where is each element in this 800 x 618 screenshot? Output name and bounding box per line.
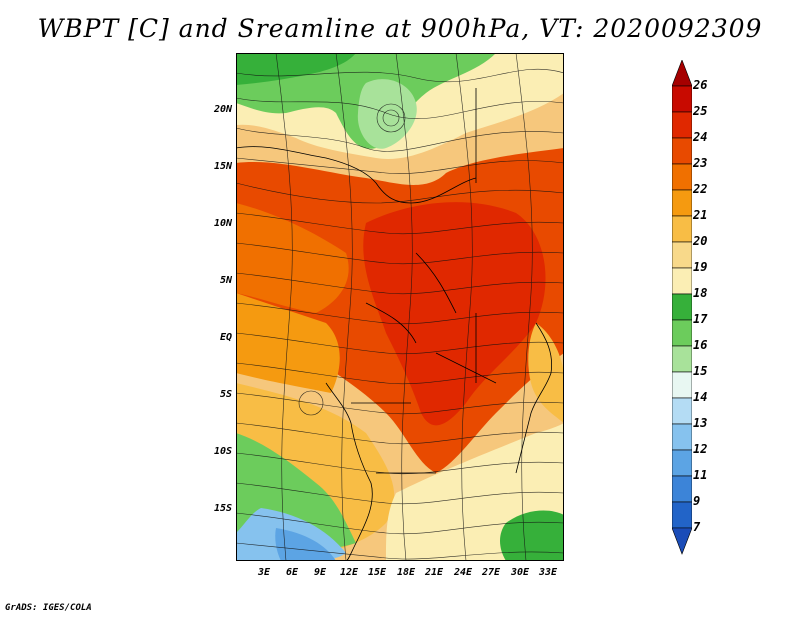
lat-label-5s: 5S <box>219 389 232 400</box>
colorbar-segment <box>672 241 692 269</box>
colorbar-label: 24 <box>693 130 708 144</box>
colorbar-label: 14 <box>693 390 708 404</box>
lon-label-21e: 21E <box>424 567 444 578</box>
chart-title: WBPT [C] and Sreamline at 900hPa, VT: 20… <box>37 14 763 43</box>
lon-label-27e: 27E <box>481 567 501 578</box>
lat-label-eq: EQ <box>219 332 232 343</box>
colorbar-label: 20 <box>693 234 708 248</box>
colorbar-label: 13 <box>693 416 708 430</box>
lon-label-6e: 6E <box>285 567 299 578</box>
colorbar-segment <box>672 371 692 399</box>
field-north-green-light <box>357 79 417 149</box>
field-east-coast <box>528 323 564 423</box>
lon-label-33e: 33E <box>538 567 558 578</box>
colorbar <box>672 60 692 555</box>
field-west-coast <box>236 293 340 393</box>
lon-label-24e: 24E <box>453 567 473 578</box>
colorbar-label: 9 <box>693 494 701 508</box>
colorbar-label: 25 <box>693 104 708 118</box>
colorbar-segment <box>672 449 692 477</box>
colorbar-segment <box>672 163 692 191</box>
wbpt-map <box>236 53 564 561</box>
streamlines <box>236 53 564 561</box>
colorbar-segment <box>672 319 692 347</box>
colorbar-segment <box>672 85 692 113</box>
lat-label-15s: 15S <box>213 503 232 514</box>
grads-credit: GrADS: IGES/COLA <box>5 603 92 613</box>
country-borders <box>236 88 553 561</box>
colorbar-segment <box>672 501 692 529</box>
colorbar-segment <box>672 267 692 295</box>
lat-label-20n: 20N <box>213 104 232 115</box>
colorbar-segment <box>672 475 692 503</box>
colorbar-label: 23 <box>693 156 708 170</box>
colorbar-segment <box>672 293 692 321</box>
colorbar-segment <box>672 527 692 555</box>
colorbar-segment <box>672 397 692 425</box>
lon-label-9e: 9E <box>313 567 327 578</box>
lon-label-15e: 15E <box>367 567 387 578</box>
lon-label-3e: 3E <box>257 567 271 578</box>
lon-label-18e: 18E <box>396 567 416 578</box>
colorbar-segment <box>672 423 692 451</box>
colorbar-label: 15 <box>693 364 708 378</box>
field-north-green-dark <box>236 53 356 85</box>
colorbar-label: 11 <box>693 468 708 482</box>
lat-label-10n: 10N <box>213 218 232 229</box>
colorbar-segment <box>672 137 692 165</box>
colorbar-segment <box>672 189 692 217</box>
field-south-blue-dark <box>275 528 336 561</box>
colorbar-segment <box>672 345 692 373</box>
colorbar-segment <box>672 60 692 87</box>
colorbar-segment <box>672 215 692 243</box>
lat-label-10s: 10S <box>213 446 232 457</box>
colorbar-label: 12 <box>693 442 708 456</box>
lat-label-15n: 15N <box>213 161 232 172</box>
colorbar-label: 17 <box>693 312 708 326</box>
colorbar-label: 21 <box>693 208 708 222</box>
lat-label-5n: 5N <box>219 275 232 286</box>
field-hot-core <box>363 202 546 426</box>
colorbar-label: 22 <box>693 182 708 196</box>
colorbar-label: 7 <box>693 520 701 534</box>
colorbar-label: 26 <box>693 78 708 92</box>
colorbar-label: 19 <box>693 260 708 274</box>
lon-label-12e: 12E <box>339 567 359 578</box>
lon-label-30e: 30E <box>510 567 530 578</box>
colorbar-label: 18 <box>693 286 708 300</box>
colorbar-segment <box>672 111 692 139</box>
colorbar-label: 16 <box>693 338 708 352</box>
